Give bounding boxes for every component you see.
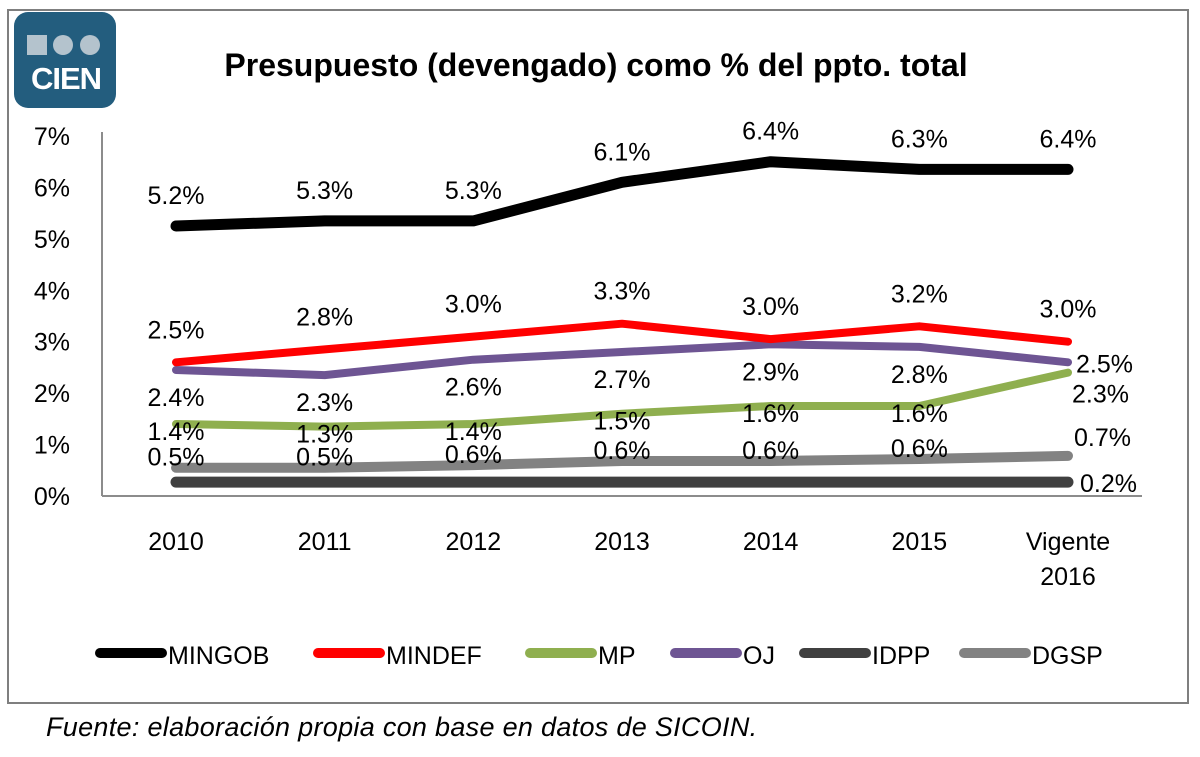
legend: MINGOB MINDEF MP OJ IDPP DGSP (95, 642, 1103, 670)
data-label-mindef-4: 3.0% (742, 293, 799, 321)
data-label-dgsp-1: 0.5% (296, 444, 353, 472)
data-label-dgsp-0: 0.5% (148, 444, 205, 472)
legend-label-oj: OJ (743, 642, 775, 670)
data-series (170, 156, 1074, 488)
data-label-mingob-1: 5.3% (296, 177, 353, 205)
data-label-mindef-6: 3.0% (1040, 296, 1097, 324)
data-label-mingob-4: 6.4% (742, 118, 799, 146)
y-tick-label-4: 4% (34, 277, 70, 305)
legend-label-mp: MP (598, 642, 636, 670)
data-label-mingob-3: 6.1% (594, 138, 651, 166)
x-tick-labels: 2010 2011 2012 2013 2014 2015 Vigente 2016 (148, 528, 1110, 591)
y-tick-labels: 0% 1% 2% 3% 4% 5% 6% 7% (34, 123, 70, 511)
series-line-dgsp (171, 450, 1073, 473)
legend-label-mindef: MINDEF (386, 642, 482, 670)
x-tick-label-2010: 2010 (148, 528, 204, 556)
data-label-dgsp-5: 0.6% (891, 435, 948, 463)
data-label-oj-6: 2.5% (1076, 350, 1133, 378)
data-label-mindef-1: 2.8% (296, 303, 353, 331)
y-tick-label-0: 0% (34, 483, 70, 511)
data-label-oj-1: 2.3% (296, 389, 353, 417)
series-line-mindef (172, 319, 1072, 367)
data-label-mp-1: 1.3% (296, 421, 353, 449)
x-tick-label-2015: 2015 (892, 528, 948, 556)
data-label-mp-4: 1.6% (742, 400, 799, 428)
x-tick-label-vigente-2016: Vigente 2016 (1026, 528, 1110, 591)
data-label-mp-5: 1.6% (891, 400, 948, 428)
y-tick-label-7: 7% (34, 123, 70, 151)
data-label-oj-2: 2.6% (445, 374, 502, 402)
x-tick-label-2014: 2014 (743, 528, 799, 556)
data-label-mp-0: 1.4% (148, 418, 205, 446)
data-label-dgsp-6: 0.7% (1074, 424, 1131, 452)
data-label-dgsp-2: 0.6% (445, 441, 502, 469)
data-label-mingob-5: 6.3% (891, 125, 948, 153)
y-tick-label-3: 3% (34, 329, 70, 357)
chart-canvas: CIEN Presupuesto (devengado) como % del … (7, 9, 1189, 704)
cien-logo: CIEN (14, 12, 116, 108)
y-tick-label-6: 6% (34, 174, 70, 202)
y-tick-label-1: 1% (34, 432, 70, 460)
legend-label-idpp: IDPP (872, 642, 930, 670)
series-line-mingob (170, 156, 1074, 232)
data-label-dgsp-4: 0.6% (742, 437, 799, 465)
series-line-mp (172, 368, 1072, 431)
data-label-oj-5: 2.8% (891, 361, 948, 389)
y-tick-label-5: 5% (34, 226, 70, 254)
logo-circle-1 (53, 35, 73, 55)
logo-square (27, 35, 47, 55)
data-label-mindef-5: 3.2% (891, 280, 948, 308)
data-label-mp-6: 2.3% (1072, 381, 1129, 409)
x-tick-label-2012: 2012 (446, 528, 502, 556)
data-label-idpp-6: 0.2% (1080, 470, 1137, 498)
data-label-mindef-3: 3.3% (594, 278, 651, 306)
y-tick-label-2: 2% (34, 380, 70, 408)
data-label-mindef-0: 2.5% (148, 316, 205, 344)
data-label-mingob-2: 5.3% (445, 177, 502, 205)
data-label-oj-4: 2.9% (742, 358, 799, 386)
logo-text: CIEN (31, 61, 101, 96)
x-tick-label-2013: 2013 (594, 528, 650, 556)
series-line-oj (172, 340, 1072, 380)
x-tick-label-2011: 2011 (298, 528, 352, 556)
data-label-mp-2: 1.4% (445, 418, 502, 446)
legend-label-mingob: MINGOB (168, 642, 269, 670)
data-label-oj-3: 2.7% (594, 366, 651, 394)
legend-label-dgsp: DGSP (1032, 642, 1103, 670)
data-label-oj-0: 2.4% (148, 384, 205, 412)
chart-title: Presupuesto (devengado) como % del ppto.… (224, 47, 967, 83)
data-label-mp-3: 1.5% (594, 408, 651, 436)
data-labels: 5.2% 5.3% 5.3% 6.1% 6.4% 6.3% 6.4% 2.5% 2.8% 3.0%… (148, 118, 1137, 498)
data-label-mingob-0: 5.2% (148, 182, 205, 210)
data-label-dgsp-3: 0.6% (594, 437, 651, 465)
data-label-mindef-2: 3.0% (445, 291, 502, 319)
data-label-mingob-6: 6.4% (1040, 125, 1097, 153)
logo-circle-2 (80, 35, 100, 55)
source-note: Fuente: elaboración propia con base en d… (46, 712, 758, 742)
